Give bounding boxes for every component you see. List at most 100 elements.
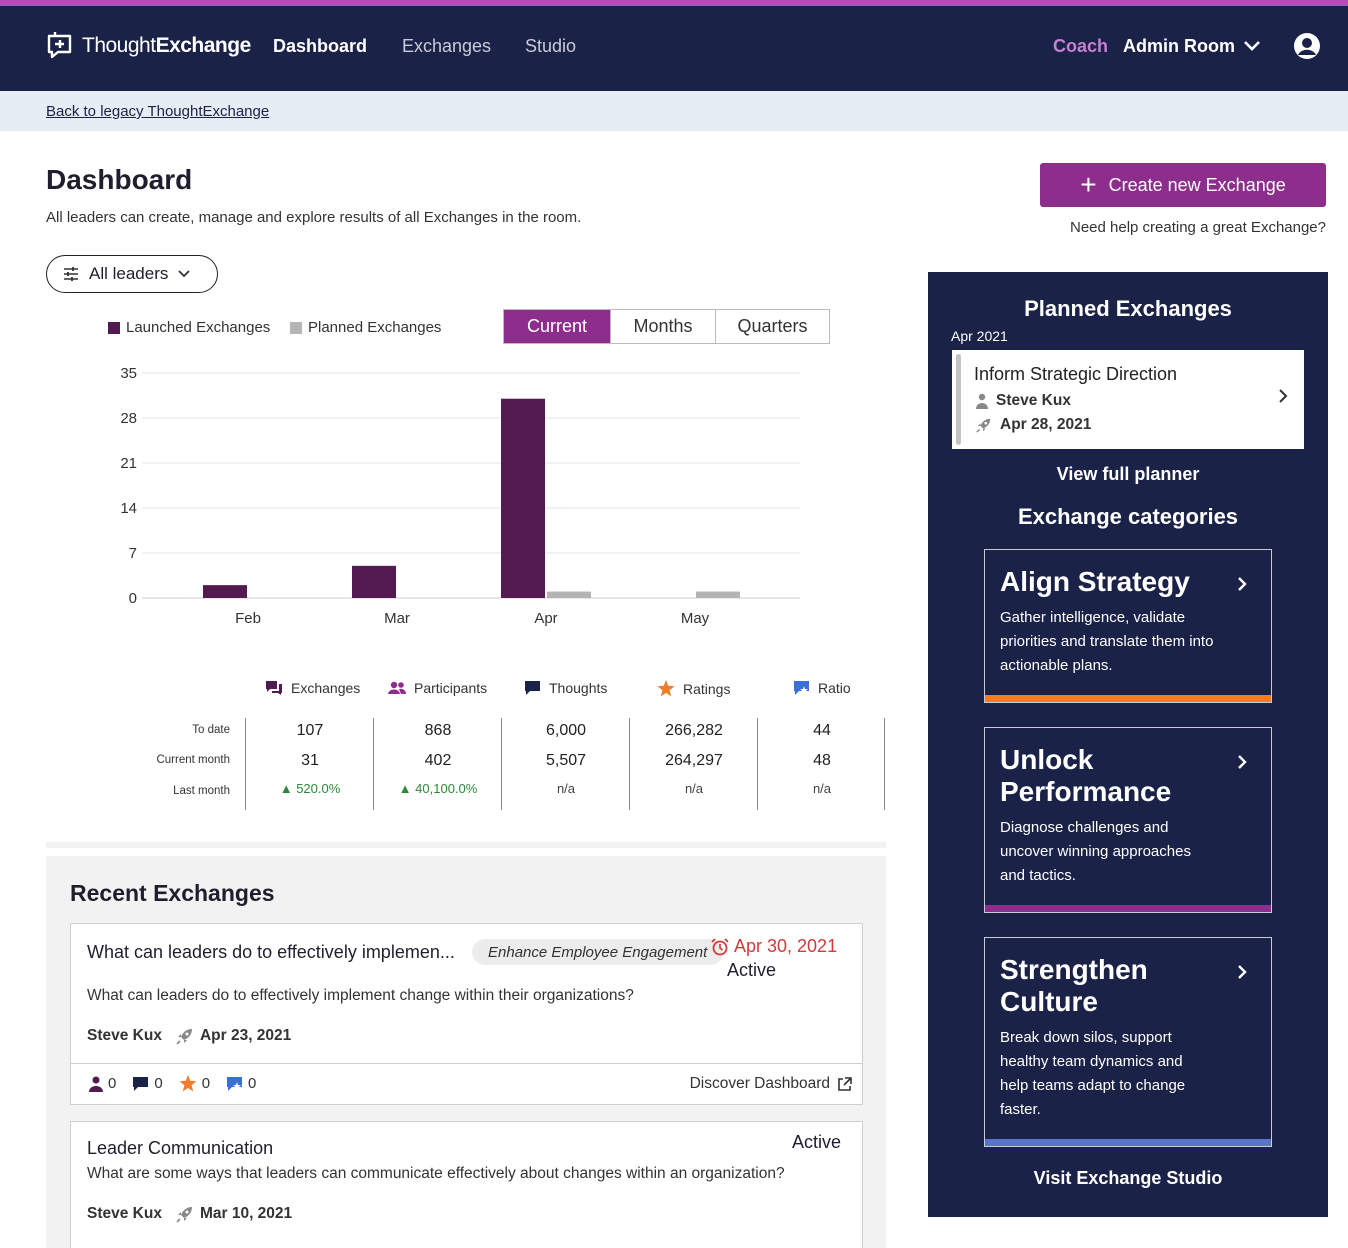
planned-exchange-date: Apr 28, 2021 [976,416,1091,434]
exchanges-bar-chart: 0 7 14 21 28 35 Feb Mar Apr May [120,365,800,627]
planned-author-name: Steve Kux [996,392,1071,409]
legend-launched: Launched Exchanges [108,319,270,336]
stat-last-month-value: 520.0% [296,781,341,796]
exchange-card[interactable]: What can leaders do to effectively imple… [70,923,863,1105]
stat-to-date: 6,000 [545,722,587,739]
exchange-meta: Steve Kux Mar 10, 2021 [87,1205,292,1223]
stat-last-month-value: 40,100.0% [415,781,478,796]
section-divider [46,842,886,848]
exchange-due-date-text: Apr 30, 2021 [734,936,838,956]
planned-exchange-title: Inform Strategic Direction [974,364,1178,384]
category-name: Unlock Performance [1000,744,1172,807]
recent-exchanges-title: Recent Exchanges [70,880,275,906]
help-creating-link[interactable]: Need help creating a great Exchange? [1069,219,1326,236]
rocket-icon [176,1207,192,1223]
exchange-launch-date: Mar 10, 2021 [199,1205,293,1222]
x-tick-label: Feb [235,610,261,627]
stat-header-label: Participants [414,680,488,696]
exchange-title[interactable]: What can leaders do to effectively imple… [87,942,455,962]
brand-name-bold: Exchange [155,34,252,57]
stat-current-month: 5,507 [545,752,587,769]
exchange-meta: Steve Kux Apr 23, 2021 [87,1027,291,1045]
category-name: Strengthen Culture [1000,954,1148,1017]
category-color-stripe [985,695,1271,702]
trend-up-icon: ▲ [279,781,297,796]
stat-header-thoughts: Thoughts [524,680,607,696]
planned-date-text: Apr 28, 2021 [1000,416,1092,433]
chevron-right-icon [1279,389,1288,403]
category-name: Align Strategy [1000,566,1190,597]
planned-exchanges-panel: Planned Exchanges Apr 2021 Inform Strate… [928,272,1328,1217]
stat-current-month: 31 [301,752,319,769]
top-navbar: ThoughtExchange Dashboard Exchanges Stud… [0,6,1348,91]
exchange-question: What can leaders do to effectively imple… [87,987,634,1004]
chevron-down-icon [178,270,191,278]
stat-to-date: 107 [296,722,324,739]
leader-filter-dropdown[interactable]: All leaders [46,255,218,293]
exchange-launch-date: Apr 23, 2021 [199,1027,292,1044]
stat-header-label: Ratings [683,680,731,697]
stat-current-month: 48 [813,752,831,769]
stat-column-participants: 868 402 ▲ 40,100.0% [373,718,501,810]
category-color-stripe [985,905,1271,912]
category-color-stripe [985,1139,1271,1146]
exchange-card[interactable]: Leader Communication Active What are som… [70,1121,863,1248]
category-card-unlock-performance[interactable]: Unlock Performance Diagnose challenges a… [984,727,1272,913]
view-full-planner-link[interactable]: View full planner [1056,464,1200,484]
bar-planned [696,591,740,598]
ratings-count-value: 0 [201,1075,211,1092]
thoughts-icon [133,1076,149,1091]
stat-column-exchanges: 107 31 ▲ 520.0% [245,718,373,810]
user-account-icon[interactable] [1293,32,1321,60]
legacy-link[interactable]: Back to legacy ThoughtExchange [46,103,270,120]
exchange-card-footer: 0 0 0 0 Discover Dashboard [71,1063,862,1104]
segment-quarters[interactable]: Quarters [715,310,829,343]
person-icon [976,393,988,409]
ratio-icon [227,1076,243,1091]
category-card-align-strategy[interactable]: Align Strategy Gather intelligence, vali… [984,549,1272,703]
category-card-strengthen-culture[interactable]: Strengthen Culture Break down silos, sup… [984,937,1272,1147]
page-subtitle: All leaders can create, manage and explo… [46,209,582,226]
chevron-down-icon[interactable] [1243,40,1261,52]
planned-exchanges-title: Planned Exchanges [1024,296,1232,321]
ratio-count-value: 0 [248,1075,257,1092]
stat-last-month: n/a [684,781,704,796]
exchange-due-date: Apr 30, 2021 [711,936,837,957]
create-exchange-button[interactable]: + Create new Exchange [1040,163,1326,207]
legend-swatch-planned [290,321,302,334]
alarm-clock-icon [711,937,729,955]
y-tick-label: 0 [129,590,137,607]
y-tick-label: 21 [120,455,137,472]
person-icon [89,1076,103,1092]
category-description: Diagnose challenges and uncover winning … [1000,819,1191,884]
room-selector[interactable]: Admin Room [1123,36,1235,56]
segment-months[interactable]: Months [610,310,715,343]
create-exchange-label: Create new Exchange [1108,174,1286,195]
stat-column-ratings: 266,282 264,297 n/a [629,718,757,810]
bar-planned [547,591,591,598]
stat-header-label: Ratio [818,680,851,696]
stat-column-thoughts: 6,000 5,507 n/a [501,718,629,810]
nav-coach[interactable]: Coach [1053,36,1109,56]
exchange-title[interactable]: Leader Communication [87,1138,274,1158]
nav-dashboard[interactable]: Dashboard [273,36,368,56]
x-tick-label: May [681,610,710,627]
nav-studio[interactable]: Studio [525,36,577,56]
discover-dashboard-label: Discover Dashboard [689,1075,830,1092]
segment-current[interactable]: Current [504,310,610,343]
planned-exchange-card[interactable]: Inform Strategic Direction Steve Kux Apr… [952,350,1304,449]
stat-header-exchanges: Exchanges [265,680,360,696]
nav-exchanges[interactable]: Exchanges [402,36,492,56]
row-label-current-month: Current month [156,754,230,766]
y-tick-label: 7 [129,545,137,562]
brand-logo[interactable]: ThoughtExchange [46,32,251,60]
exchange-author: Steve Kux [87,1205,162,1222]
exchange-status: Active [792,1132,842,1152]
visit-exchange-studio-link[interactable]: Visit Exchange Studio [1033,1168,1223,1188]
discover-dashboard-link[interactable]: Discover Dashboard [690,1075,852,1093]
exchanges-icon [266,681,282,695]
timeframe-toggle: Current Months Quarters [503,309,830,344]
stat-current-month: 264,297 [665,752,723,769]
legend-planned-label: Planned Exchanges [308,319,442,336]
chevron-right-icon [1238,755,1247,769]
